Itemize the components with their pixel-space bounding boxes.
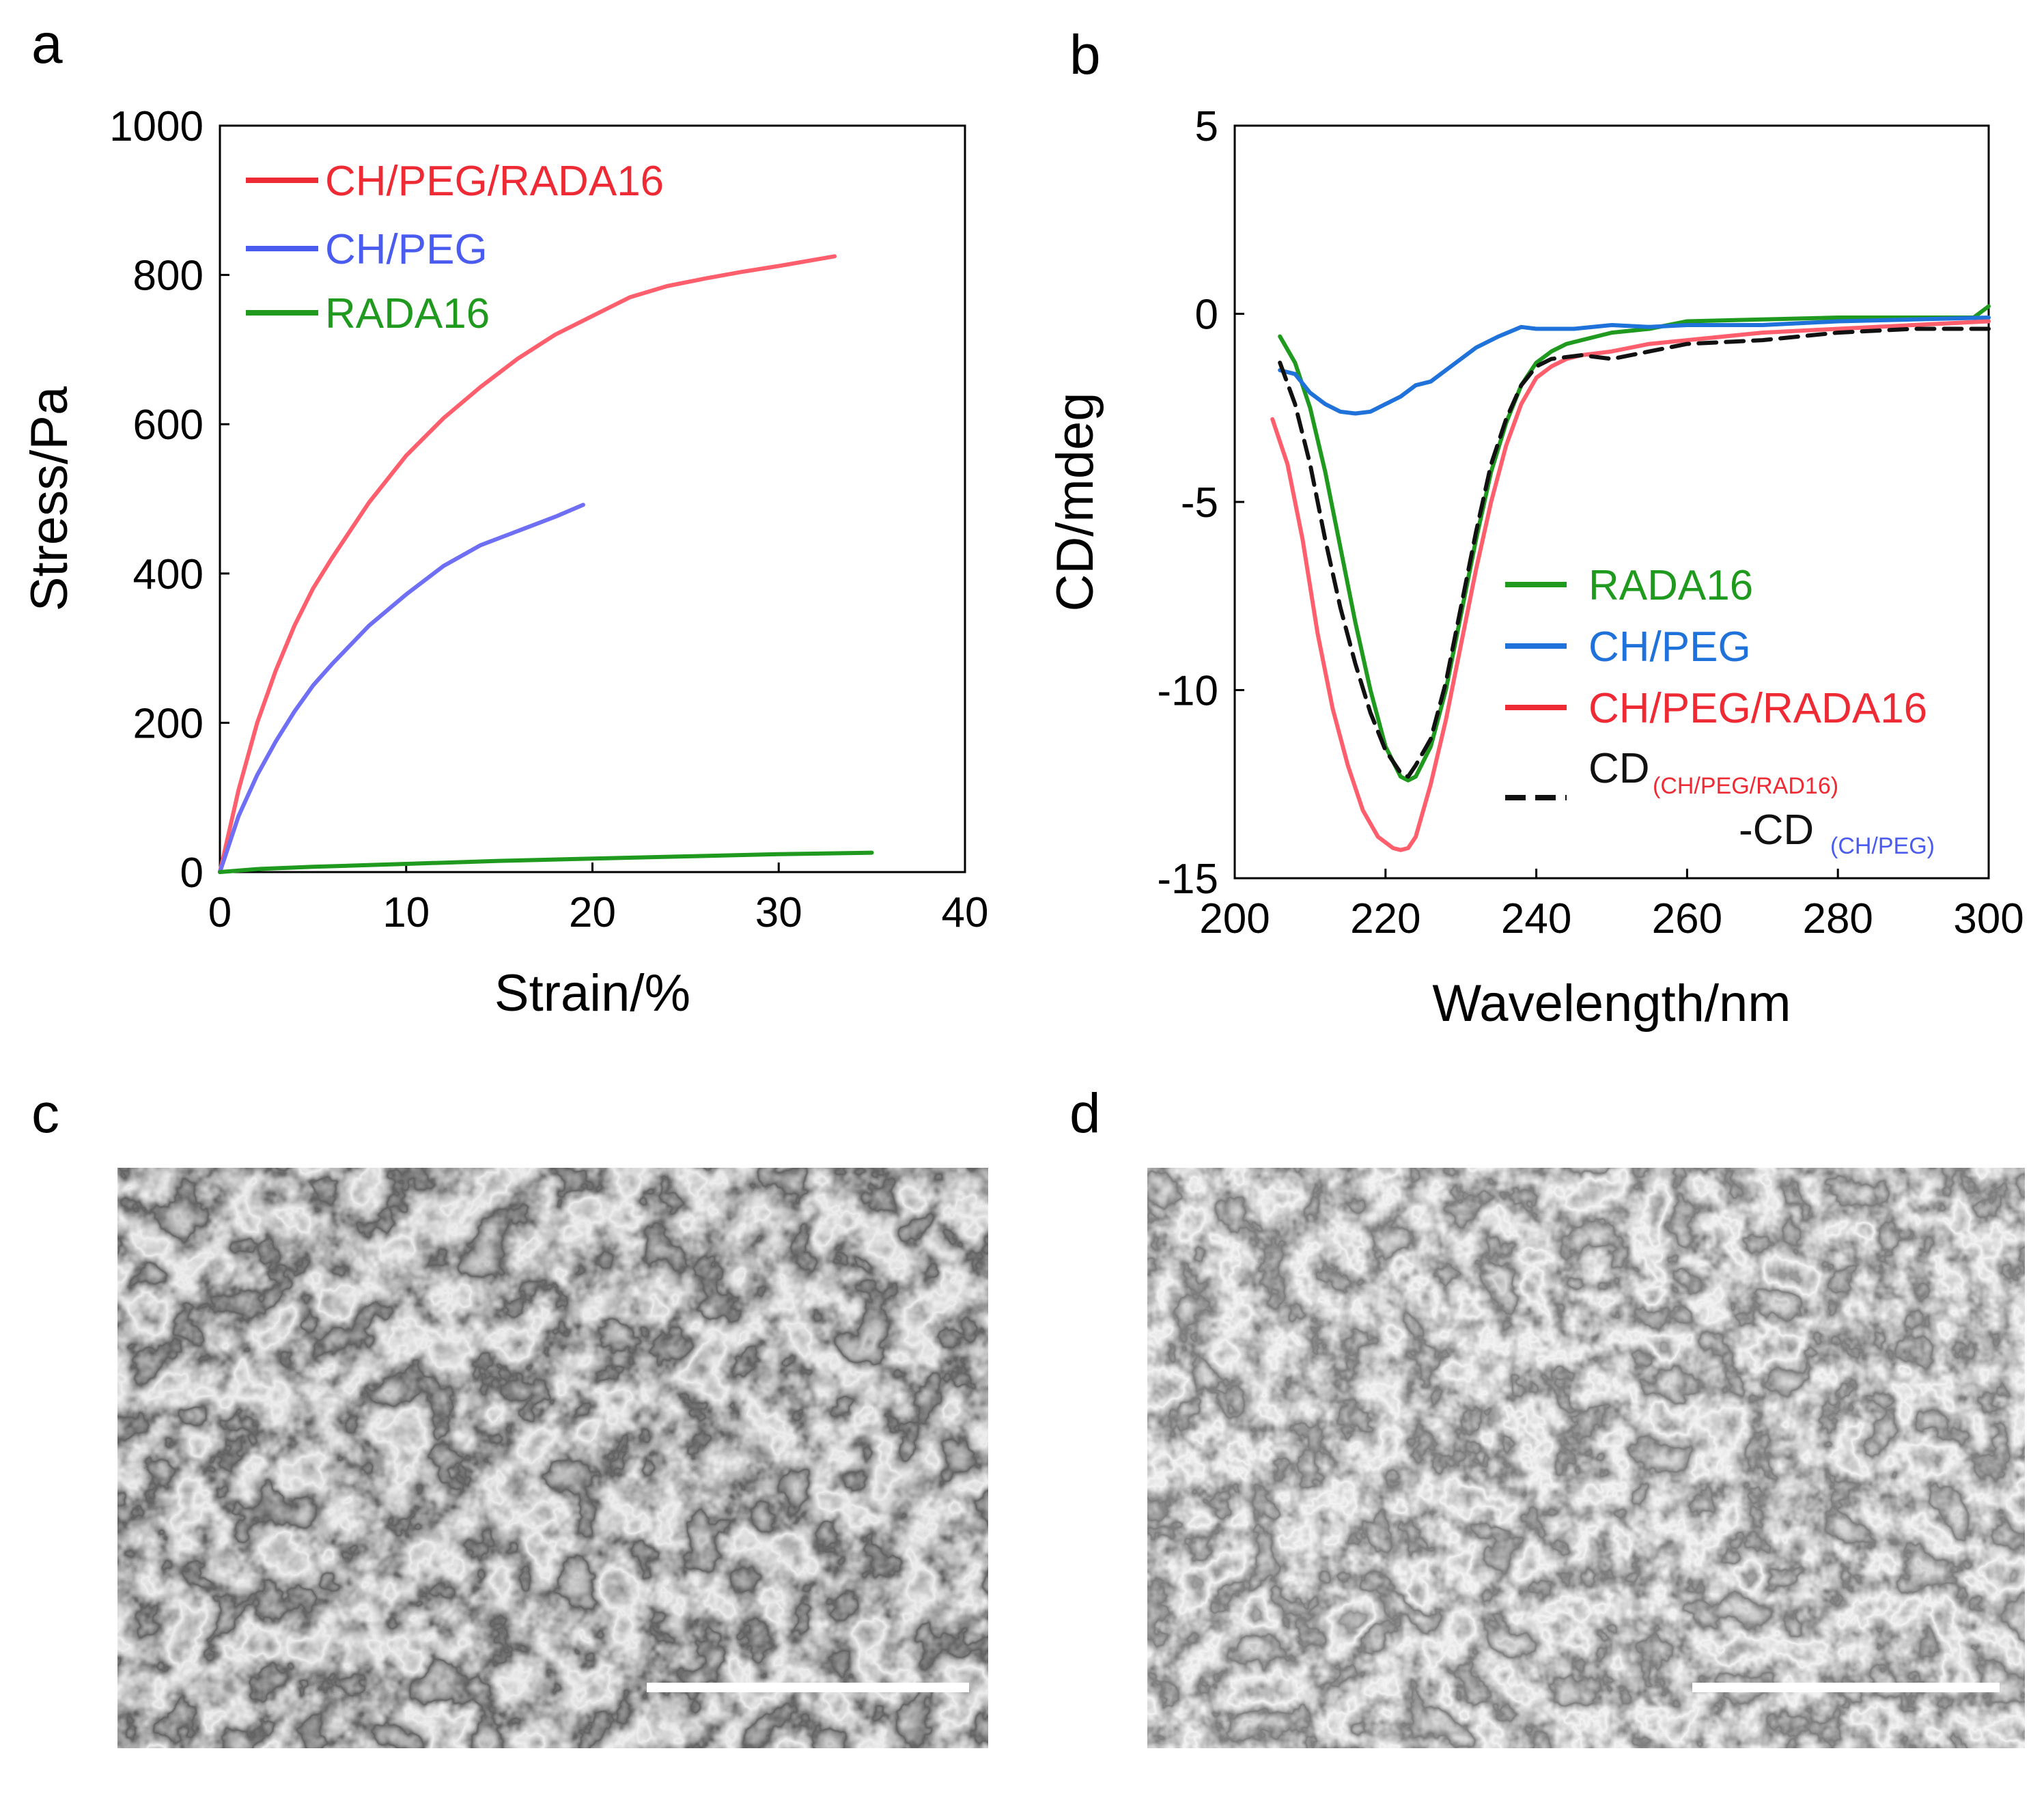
legend-label: RADA16 [325, 290, 490, 337]
y-tick-label: 200 [133, 700, 204, 747]
x-axis-label: Strain/% [494, 964, 690, 1022]
y-axis-label: Stress/Pa [20, 386, 79, 611]
series-line-ch-peg-rada16 [218, 254, 837, 874]
legend-label-cd1-subscript: (CH/PEG/RAD16) [1653, 773, 1838, 799]
panel-label-a: a [31, 13, 63, 75]
x-tick-label: 20 [569, 889, 616, 936]
panel-label-d: d [1069, 1082, 1101, 1145]
x-tick-label: 40 [942, 889, 989, 936]
x-tick-label: 300 [1953, 895, 2024, 942]
legend-label-cd2-subscript: (CH/PEG) [1830, 833, 1935, 859]
y-tick-label: -5 [1181, 479, 1218, 527]
series-line-ch-peg [1278, 316, 1991, 416]
x-tick-label: 280 [1802, 895, 1873, 942]
series-line-rada16 [218, 850, 874, 874]
panel-label-b: b [1069, 24, 1101, 86]
sem-image-c-texture [117, 1168, 988, 1748]
y-tick-label: -15 [1157, 856, 1218, 903]
y-tick-label: 1000 [109, 103, 204, 150]
legend-label: CH/PEG [1588, 623, 1751, 671]
chart-circular-dichroism: 200 220 240 260 280 300 -15 -10 -5 0 5 Wavelength/n… [1046, 103, 2024, 1033]
chart-stress-strain: 0 10 20 30 4002004006008001000Strain/%Stress… [20, 103, 988, 1022]
legend-label-cd1: CD [1588, 745, 1650, 792]
y-tick-label: 0 [1195, 292, 1218, 339]
x-tick-label: 0 [208, 889, 232, 936]
y-tick-label: 800 [133, 253, 204, 300]
series-line-ch-peg-rada16 [1270, 319, 1991, 852]
panel-label-c: c [31, 1082, 59, 1145]
y-tick-label: 400 [133, 551, 204, 598]
x-tick-label: 220 [1350, 895, 1420, 942]
sem-image-d [1147, 1168, 2025, 1748]
series-line-ch-peg [218, 503, 585, 874]
y-tick-label: -10 [1157, 668, 1218, 715]
legend-label-cd2: -CD [1739, 807, 1814, 854]
x-tick-label: 240 [1501, 895, 1571, 942]
sem-image-d-texture [1147, 1168, 2025, 1748]
series-line-cd-ch-peg-rad16-cd-ch-peg- [1278, 326, 1991, 779]
legend-label: CH/PEG [325, 226, 488, 273]
x-axis-label: Wavelength/nm [1432, 975, 1791, 1033]
y-tick-label: 600 [133, 402, 204, 449]
y-axis-label: CD/mdeg [1046, 393, 1104, 612]
legend-label: CH/PEG/RADA16 [325, 158, 664, 205]
x-tick-label: 200 [1199, 895, 1270, 942]
x-tick-label: 260 [1652, 895, 1722, 942]
legend-label: CH/PEG/RADA16 [1588, 685, 1927, 732]
sem-image-c [117, 1168, 988, 1748]
legend-label: RADA16 [1588, 562, 1753, 609]
x-tick-label: 30 [755, 889, 802, 936]
scale-bar-c [647, 1683, 969, 1692]
scale-bar-d [1692, 1683, 2000, 1692]
x-tick-label: 10 [382, 889, 430, 936]
y-tick-label: 0 [180, 850, 204, 897]
y-tick-label: 5 [1195, 103, 1218, 150]
